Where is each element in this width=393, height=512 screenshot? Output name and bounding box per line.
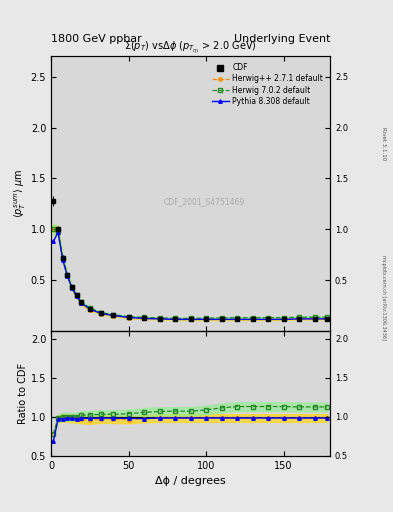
Title: $\Sigma(p_T)$ vs$\Delta\phi$ ($p_{T_{\eta_1}}$ > 2.0 GeV): $\Sigma(p_T)$ vs$\Delta\phi$ ($p_{T_{\et… [124, 40, 257, 56]
X-axis label: Δϕ / degrees: Δϕ / degrees [155, 476, 226, 486]
Y-axis label: $\langle p_T^{sum}\rangle$ $\mu$m: $\langle p_T^{sum}\rangle$ $\mu$m [13, 169, 28, 218]
Text: 1800 GeV ppbar: 1800 GeV ppbar [51, 33, 142, 44]
Y-axis label: Ratio to CDF: Ratio to CDF [18, 362, 28, 424]
Text: Rivet 3.1.10: Rivet 3.1.10 [381, 127, 386, 160]
Text: Underlying Event: Underlying Event [233, 33, 330, 44]
Text: CDF_2001_S4751469: CDF_2001_S4751469 [164, 197, 245, 206]
Text: mcplots.cern.ch [arXiv:1306.3436]: mcplots.cern.ch [arXiv:1306.3436] [381, 254, 386, 339]
Legend: CDF, Herwig++ 2.7.1 default, Herwig 7.0.2 default, Pythia 8.308 default: CDF, Herwig++ 2.7.1 default, Herwig 7.0.… [209, 60, 326, 109]
